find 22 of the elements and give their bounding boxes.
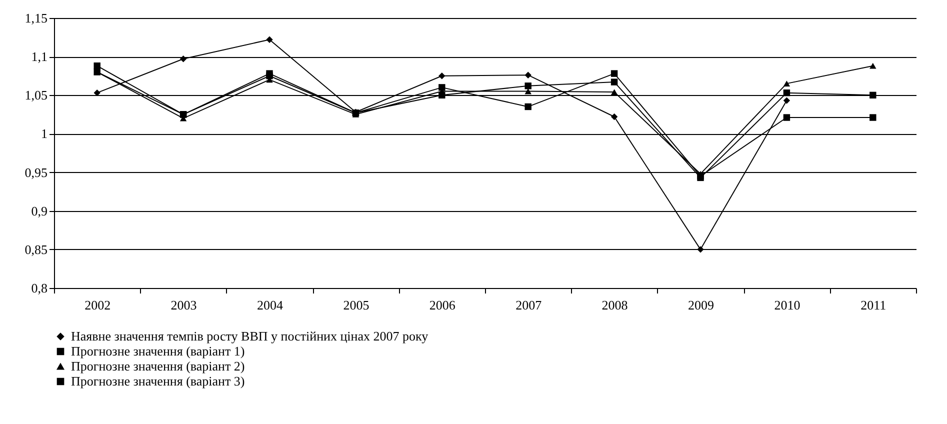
legend-label: Наявне значення темпів росту ВВП у постійних цінах 2007 року — [71, 328, 429, 344]
y-tick-label: 0,85 — [24, 242, 48, 257]
y-tick-label: 1,05 — [24, 88, 48, 103]
x-tick-label: 2006 — [429, 298, 456, 312]
x-tick-label: 2008 — [602, 298, 628, 312]
y-tick-label: 1,1 — [31, 49, 48, 64]
y-tick-label: 0,95 — [24, 164, 48, 180]
y-tick-label: 1,15 — [24, 10, 48, 26]
x-tick-label: 2011 — [860, 298, 886, 312]
x-tick-label: 2004 — [257, 298, 284, 312]
legend-label: Прогнозне значення (варіант 1) — [71, 344, 245, 358]
x-tick-label: 2002 — [84, 298, 111, 312]
x-tick-label: 2010 — [774, 298, 800, 312]
y-tick-label: 1 — [41, 126, 48, 142]
legend-label: Прогнозне значення (варіант 3) — [71, 374, 245, 388]
x-tick-label: 2003 — [170, 298, 197, 312]
legend-label: Прогнозне значення (варіант 2) — [71, 358, 245, 374]
x-tick-label: 2007 — [516, 298, 542, 312]
x-tick-label: 2009 — [688, 298, 714, 312]
x-tick-label: 2005 — [343, 298, 370, 312]
y-tick-label: 0,8 — [31, 280, 48, 296]
y-tick-label: 0,9 — [31, 203, 48, 218]
